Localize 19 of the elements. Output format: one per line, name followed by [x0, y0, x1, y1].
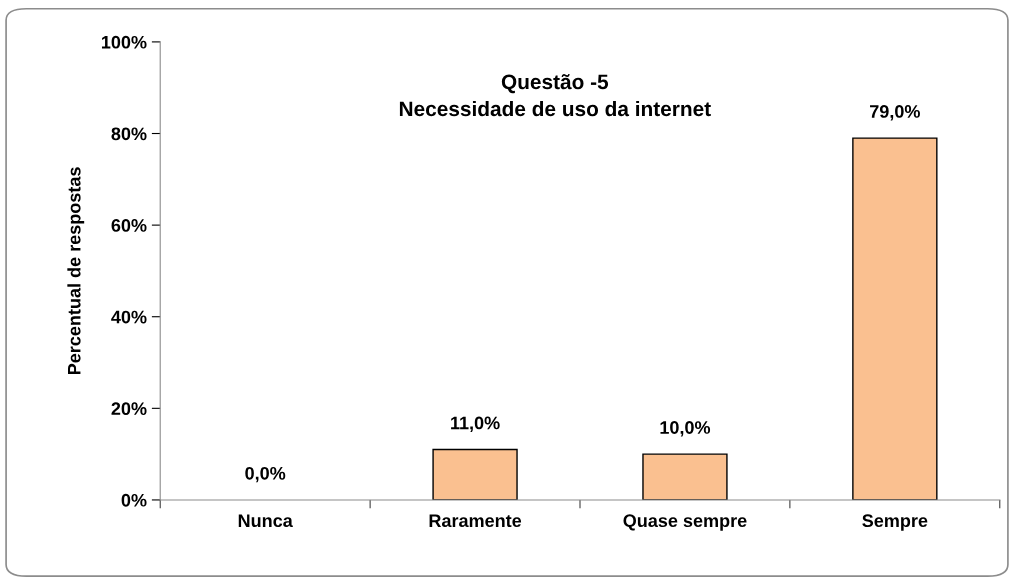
bar	[432, 448, 518, 500]
y-tick-label: 40%	[111, 310, 147, 324]
y-tick-label: 0%	[121, 493, 147, 507]
y-axis-title: Percentual de respostas	[67, 167, 85, 375]
y-tick-label: 100%	[101, 35, 147, 49]
y-tick-label: 20%	[111, 402, 147, 416]
data-label: 79,0%	[870, 105, 920, 121]
text: Questão -5 Necessidade de uso da internet	[399, 74, 711, 117]
y-tick-label: 80%	[111, 127, 147, 141]
x-tick-label: Nunca	[238, 514, 293, 528]
data-label: 10,0%	[660, 421, 711, 437]
x-tick-label: Quase sempre	[623, 514, 747, 531]
data-label: 0,0%	[245, 466, 286, 483]
bar	[642, 453, 728, 500]
x-tick-label: Sempre	[862, 514, 928, 531]
data-label: 11,0%	[451, 416, 500, 432]
x-tick-label: Raramente	[429, 514, 522, 528]
bar	[852, 137, 938, 500]
y-tick-label: 60%	[111, 219, 147, 232]
